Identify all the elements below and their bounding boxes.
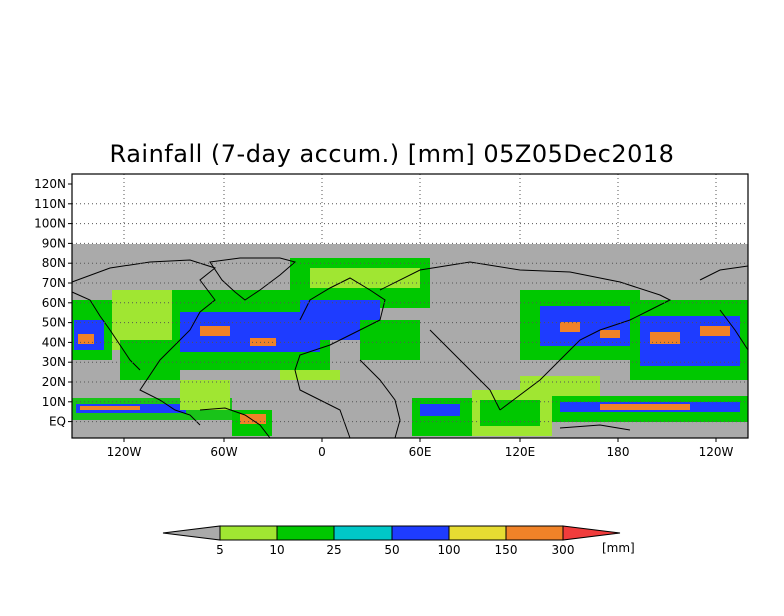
colorbar-tick-label: 10 — [269, 543, 285, 557]
lat-label: EQ — [49, 415, 66, 429]
colorbar-segment — [219, 525, 278, 541]
map-frame — [71, 173, 749, 439]
lat-label: 40N — [42, 335, 66, 349]
lon-label: 180 — [607, 445, 630, 459]
lon-label: 60E — [409, 445, 432, 459]
lat-label: 110N — [34, 197, 66, 211]
colorbar-tick-label: 50 — [384, 543, 400, 557]
colorbar-tick-label: 25 — [326, 543, 342, 557]
colorbar-tick-label: 150 — [494, 543, 518, 557]
colorbar-low-arrow — [162, 525, 221, 541]
colorbar-tick-label: 300 — [551, 543, 575, 557]
colorbar-segment — [391, 525, 450, 541]
lat-label: 120N — [34, 177, 66, 191]
lon-label: 120W — [107, 445, 142, 459]
lat-label: 20N — [42, 375, 66, 389]
map-title: Rainfall (7-day accum.) [mm] 05Z05Dec201… — [109, 140, 675, 168]
lat-label: 100N — [34, 217, 66, 231]
lat-label: 50N — [42, 316, 66, 330]
colorbar-segment — [448, 525, 507, 541]
graticule — [72, 174, 748, 423]
lat-label: 90N — [42, 236, 66, 250]
lat-label: 60N — [42, 296, 66, 310]
colorbar — [162, 525, 621, 541]
lon-label: 120E — [505, 445, 536, 459]
colorbar-tick-label: 100 — [437, 543, 461, 557]
lat-label: 80N — [42, 256, 66, 270]
polar-blank-area — [72, 174, 748, 244]
coastlines — [71, 257, 749, 439]
lon-label: 60W — [210, 445, 237, 459]
lat-label: 10N — [42, 395, 66, 409]
lon-label: 0 — [318, 445, 326, 459]
colorbar-segment — [333, 525, 393, 541]
colorbar-unit: [mm] — [602, 541, 635, 555]
lon-label: 120W — [699, 445, 734, 459]
lat-label: 30N — [42, 355, 66, 369]
colorbar-segment — [505, 525, 564, 541]
colorbar-tick-label: 5 — [216, 543, 224, 557]
colorbar-high-arrow — [562, 525, 621, 541]
colorbar-segment — [276, 525, 335, 541]
lat-label: 70N — [42, 276, 66, 290]
